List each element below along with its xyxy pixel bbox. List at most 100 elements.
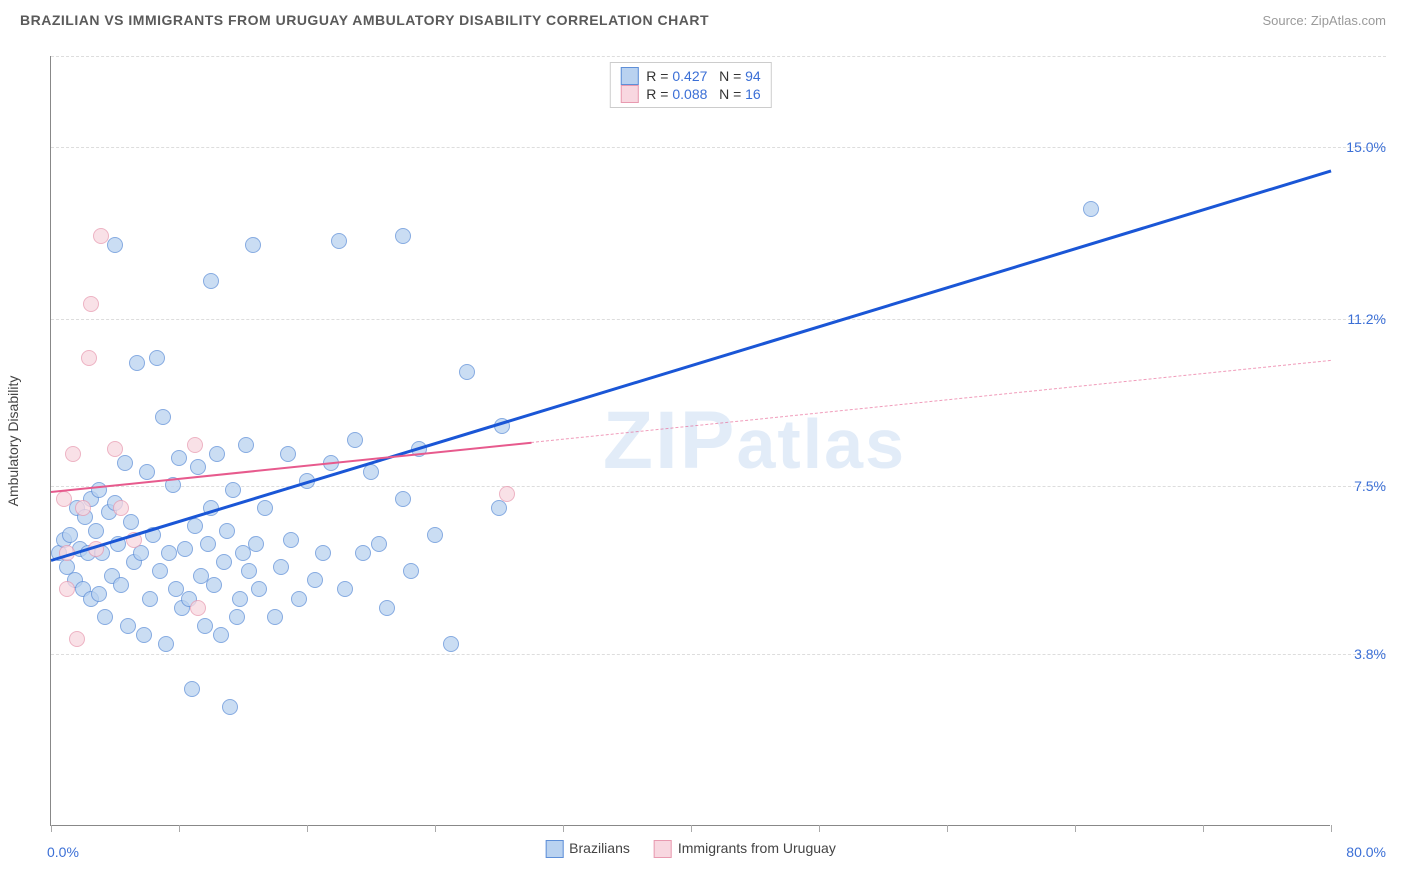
source-label: Source: ZipAtlas.com [1262,13,1386,28]
data-point [331,233,347,249]
data-point [142,591,158,607]
data-point [379,600,395,616]
data-point [93,228,109,244]
x-axis-max-label: 80.0% [1346,844,1386,860]
x-axis-min-label: 0.0% [47,844,79,860]
data-point [229,609,245,625]
y-tick-label: 7.5% [1336,478,1386,494]
grid-line [51,654,1386,655]
legend-n-label-1: N = [719,68,745,84]
x-tick [307,825,308,832]
x-tick [819,825,820,832]
plot-area: ZIPatlas R = 0.427 N = 94 R = 0.088 N = … [50,56,1330,826]
data-point [459,364,475,380]
data-point [113,500,129,516]
data-point [107,237,123,253]
legend-row-2: R = 0.088 N = 16 [620,85,760,103]
x-tick [51,825,52,832]
data-point [65,446,81,462]
data-point [171,450,187,466]
data-point [225,482,241,498]
data-point [136,627,152,643]
grid-line [51,147,1386,148]
data-point [1083,201,1099,217]
trend-line [51,169,1332,561]
data-point [315,545,331,561]
legend-label-2: Immigrants from Uruguay [678,840,836,856]
x-tick [1075,825,1076,832]
data-point [69,631,85,647]
data-point [219,523,235,539]
data-point [75,500,91,516]
data-point [107,441,123,457]
data-point [403,563,419,579]
data-point [81,350,97,366]
chart-container: ZIPatlas R = 0.427 N = 94 R = 0.088 N = … [50,56,1386,826]
data-point [355,545,371,561]
data-point [206,577,222,593]
data-point [155,409,171,425]
data-point [291,591,307,607]
legend-label-1: Brazilians [569,840,630,856]
data-point [238,437,254,453]
data-point [91,482,107,498]
y-axis-title: Ambulatory Disability [5,375,21,506]
data-point [113,577,129,593]
legend-n-value-2: 16 [745,86,761,102]
data-point [200,536,216,552]
data-point [257,500,273,516]
data-point [158,636,174,652]
data-point [427,527,443,543]
data-point [197,618,213,634]
x-tick [691,825,692,832]
data-point [491,500,507,516]
data-point [216,554,232,570]
x-tick [563,825,564,832]
data-point [152,563,168,579]
data-point [273,559,289,575]
data-point [59,581,75,597]
data-point [149,350,165,366]
data-point [241,563,257,579]
legend-swatch-2 [620,85,638,103]
x-tick [1203,825,1204,832]
data-point [283,532,299,548]
grid-line [51,56,1386,57]
y-tick-label: 11.2% [1336,311,1386,327]
data-point [347,432,363,448]
data-point [251,581,267,597]
legend-r-value-1: 0.427 [672,68,707,84]
legend-r-label-2: R = [646,86,672,102]
x-tick [179,825,180,832]
legend-swatch-1b [545,840,563,858]
data-point [245,237,261,253]
data-point [129,355,145,371]
data-point [190,600,206,616]
data-point [499,486,515,502]
chart-title: BRAZILIAN VS IMMIGRANTS FROM URUGUAY AMB… [20,12,709,28]
data-point [443,636,459,652]
trend-line-dashed [531,359,1331,442]
legend-swatch-2b [654,840,672,858]
data-point [91,586,107,602]
legend-row-1: R = 0.427 N = 94 [620,67,760,85]
x-tick [435,825,436,832]
data-point [97,609,113,625]
y-tick-label: 15.0% [1336,139,1386,155]
data-point [187,518,203,534]
data-point [280,446,296,462]
data-point [209,446,225,462]
data-point [248,536,264,552]
legend-item-1: Brazilians [545,840,630,858]
legend-correlation: R = 0.427 N = 94 R = 0.088 N = 16 [609,62,771,108]
data-point [120,618,136,634]
data-point [177,541,193,557]
data-point [139,464,155,480]
legend-n-value-1: 94 [745,68,761,84]
data-point [337,581,353,597]
legend-n-label-2: N = [719,86,745,102]
data-point [190,459,206,475]
grid-line [51,486,1386,487]
watermark-suffix: atlas [736,405,906,483]
legend-r-value-2: 0.088 [672,86,707,102]
